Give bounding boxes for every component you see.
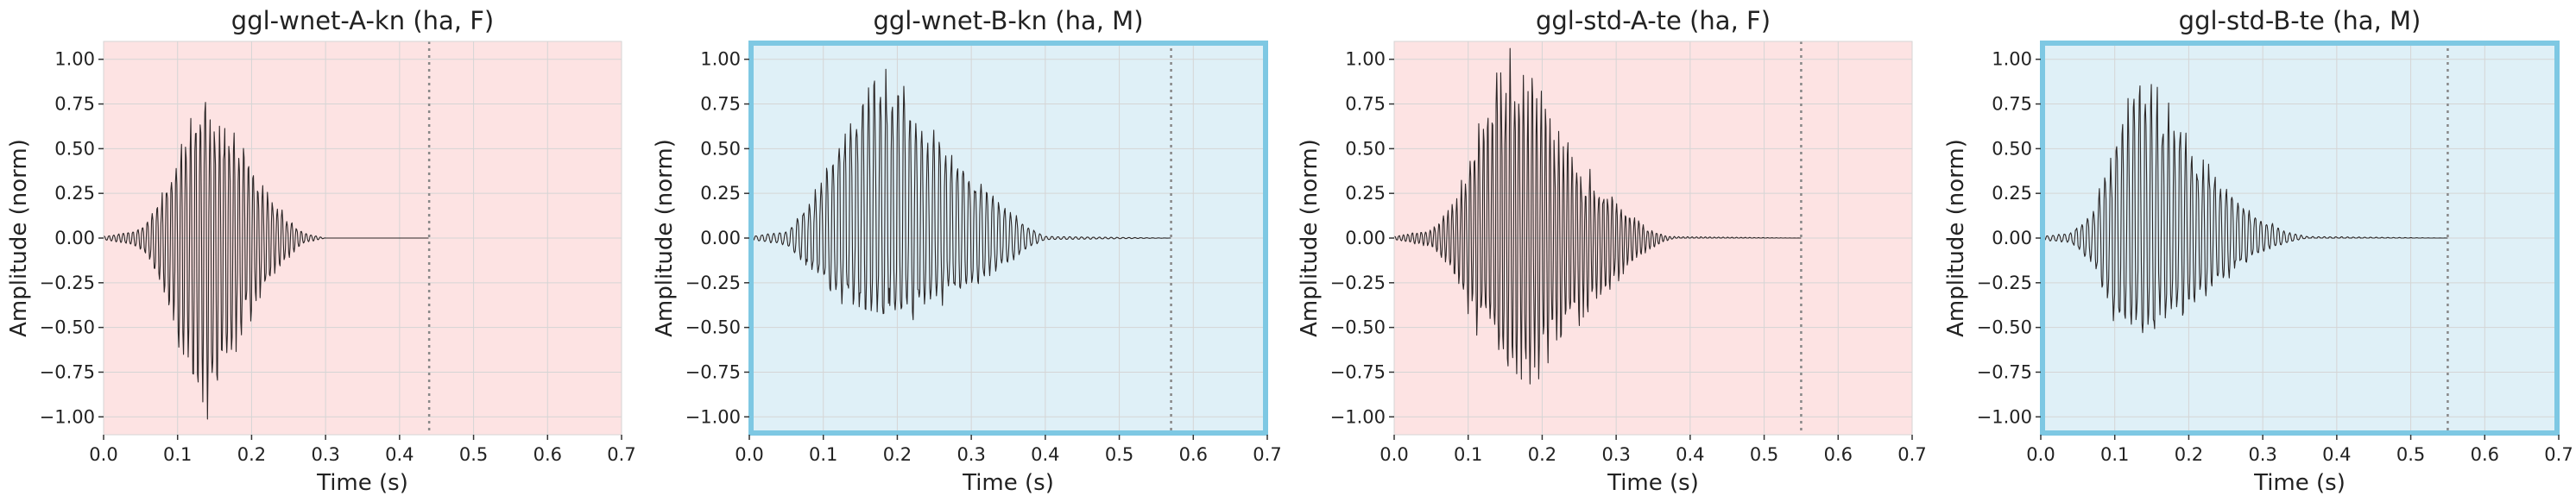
- x-tick-label: 0.3: [1601, 444, 1630, 465]
- y-tick-label: −1.00: [1330, 406, 1386, 427]
- chart-title: ggl-std-A-te (ha, F): [1536, 6, 1771, 35]
- y-tick-label: −0.25: [1330, 273, 1386, 293]
- chart-panel-1: 0.0 0.1 0.2 0.3 0.4 0.5 0.6 0.7 −1.00 −0.75 −0.50 −…: [6, 6, 636, 496]
- y-tick-label: 0.00: [1345, 228, 1386, 248]
- y-tick-label: 1.00: [54, 49, 95, 70]
- x-tick-label: 0.3: [957, 444, 985, 465]
- waveform-line: [103, 102, 429, 420]
- y-tick-label: 1.00: [700, 49, 741, 70]
- y-tick-label: −0.50: [1330, 317, 1386, 338]
- y-tick-label: 0.00: [1992, 228, 2032, 248]
- y-tick-label: 1.00: [1345, 49, 1386, 70]
- y-tick-label: −0.50: [685, 317, 741, 338]
- x-tick-label: 0.7: [1253, 444, 1281, 465]
- y-tick-label: 0.50: [700, 138, 741, 159]
- x-tick-label: 0.5: [459, 444, 488, 465]
- x-tick-label: 0.6: [2471, 444, 2499, 465]
- x-tick-label: 0.0: [1380, 444, 1408, 465]
- y-tick-label: −1.00: [40, 406, 95, 427]
- waveform-line: [748, 68, 1171, 321]
- chart-panel-4: 0.0 0.1 0.2 0.3 0.4 0.5 0.6 0.7 −1.00 −0.75 −0.50 −…: [1943, 6, 2573, 496]
- y-axis-label: Amplitude (norm): [1943, 139, 1969, 337]
- y-axis-label: Amplitude (norm): [1297, 139, 1323, 337]
- y-tick-label: −1.00: [1977, 406, 2032, 427]
- y-tick-label: 0.00: [54, 228, 95, 248]
- x-tick-label: 0.0: [2026, 444, 2055, 465]
- chart-panel-3: 0.0 0.1 0.2 0.3 0.4 0.5 0.6 0.7 −1.00 −0.75 −0.50 −…: [1297, 6, 1927, 496]
- waveform-line: [1393, 47, 1802, 385]
- waveform-line: [2040, 84, 2448, 334]
- y-tick-label: 0.50: [1992, 138, 2032, 159]
- y-tick-label: −1.00: [685, 406, 741, 427]
- x-tick-label: 0.2: [237, 444, 266, 465]
- x-tick-label: 0.6: [534, 444, 562, 465]
- y-axis-label: Amplitude (norm): [6, 139, 32, 337]
- y-tick-label: −0.25: [40, 273, 95, 293]
- y-tick-label: 0.25: [700, 183, 741, 204]
- y-tick-label: 0.25: [1345, 183, 1386, 204]
- x-tick-label: 0.1: [2100, 444, 2129, 465]
- x-tick-label: 0.2: [2175, 444, 2203, 465]
- x-axis-label: Time (s): [2253, 470, 2346, 496]
- y-tick-label: 0.25: [54, 183, 95, 204]
- chart-title: ggl-wnet-A-kn (ha, F): [231, 6, 494, 35]
- x-tick-label: 0.5: [1105, 444, 1133, 465]
- x-tick-label: 0.7: [1897, 444, 1926, 465]
- y-tick-label: −0.50: [40, 317, 95, 338]
- y-tick-label: −0.75: [40, 361, 95, 382]
- chart-panel-2: 0.0 0.1 0.2 0.3 0.4 0.5 0.6 0.7 −1.00 −0.75 −0.50 −…: [652, 6, 1282, 496]
- x-axis-label: Time (s): [316, 470, 408, 496]
- x-tick-label: 0.7: [607, 444, 635, 465]
- y-tick-label: −0.25: [1977, 273, 2032, 293]
- x-axis-label: Time (s): [1607, 470, 1699, 496]
- y-axis-label: Amplitude (norm): [652, 139, 678, 337]
- y-tick-label: 0.50: [1345, 138, 1386, 159]
- x-tick-label: 0.1: [163, 444, 192, 465]
- y-tick-label: −0.25: [685, 273, 741, 293]
- highlight-border: [748, 41, 1268, 436]
- y-tick-label: 0.00: [700, 228, 741, 248]
- x-tick-label: 0.4: [1031, 444, 1059, 465]
- y-tick-label: −0.50: [1977, 317, 2032, 338]
- y-tick-label: 0.50: [54, 138, 95, 159]
- highlight-border: [2040, 41, 2560, 436]
- x-tick-label: 0.2: [1528, 444, 1556, 465]
- x-tick-label: 0.6: [1824, 444, 1853, 465]
- x-tick-label: 0.5: [2396, 444, 2425, 465]
- x-tick-label: 0.2: [883, 444, 912, 465]
- y-tick-label: 0.75: [1345, 94, 1386, 115]
- x-tick-label: 0.4: [1676, 444, 1704, 465]
- x-tick-label: 0.0: [89, 444, 117, 465]
- y-tick-label: 1.00: [1992, 49, 2032, 70]
- y-tick-label: 0.25: [1992, 183, 2032, 204]
- y-tick-label: −0.75: [685, 361, 741, 382]
- y-tick-label: 0.75: [54, 94, 95, 115]
- y-tick-label: 0.75: [700, 94, 741, 115]
- x-tick-label: 0.4: [2322, 444, 2351, 465]
- x-tick-label: 0.3: [2248, 444, 2276, 465]
- x-tick-label: 0.0: [735, 444, 763, 465]
- x-tick-label: 0.4: [385, 444, 414, 465]
- x-tick-label: 0.1: [1454, 444, 1482, 465]
- x-tick-label: 0.7: [2544, 444, 2573, 465]
- x-axis-label: Time (s): [962, 470, 1054, 496]
- chart-title: ggl-std-B-te (ha, M): [2179, 6, 2421, 35]
- y-tick-label: −0.75: [1977, 361, 2032, 382]
- y-tick-label: −0.75: [1330, 361, 1386, 382]
- x-tick-label: 0.6: [1179, 444, 1208, 465]
- x-tick-label: 0.1: [809, 444, 837, 465]
- y-tick-label: 0.75: [1992, 94, 2032, 115]
- x-tick-label: 0.5: [1750, 444, 1778, 465]
- x-tick-label: 0.3: [311, 444, 339, 465]
- chart-title: ggl-wnet-B-kn (ha, M): [873, 6, 1143, 35]
